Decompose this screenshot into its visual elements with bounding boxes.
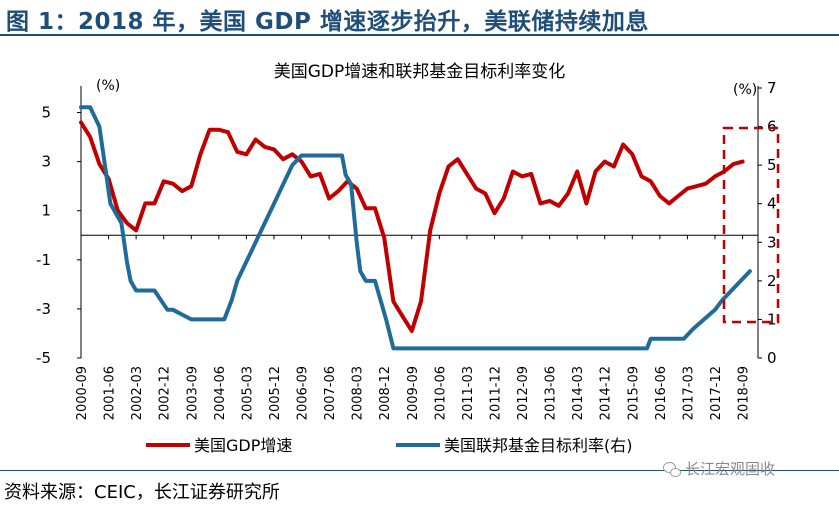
legend-label-fed-rate: 美国联邦基金目标利率(右) xyxy=(444,436,633,455)
x-axis-tick-label: 2007-06 xyxy=(323,366,338,420)
x-axis-tick-label: 2011-03 xyxy=(461,366,476,420)
x-axis-tick-label: 2004-06 xyxy=(213,366,228,420)
x-axis-tick-label: 2000-09 xyxy=(75,366,90,420)
x-axis-tick-label: 2005-12 xyxy=(268,366,283,420)
x-axis-tick-label: 2009-09 xyxy=(406,366,421,420)
left-axis-tick-label: 3 xyxy=(41,153,51,171)
left-axis-tick-label: -3 xyxy=(36,300,51,318)
figure-header: 图 1：2018 年，美国 GDP 增速逐步抬升，美联储持续加息 xyxy=(0,0,839,36)
watermark: 长江宏观固收 xyxy=(663,458,775,479)
x-axis-tick-label: 2005-03 xyxy=(240,366,255,420)
x-axis-tick-label: 2014-12 xyxy=(599,366,614,420)
left-axis-unit-label: (%) xyxy=(96,78,120,94)
left-axis-tick-label: 5 xyxy=(41,104,51,122)
x-axis-tick-label: 2016-06 xyxy=(654,366,669,420)
figure-title: 图 1：2018 年，美国 GDP 增速逐步抬升，美联储持续加息 xyxy=(6,9,649,35)
x-axis-tick-label: 2011-12 xyxy=(488,366,503,420)
left-axis-tick-label: -5 xyxy=(36,349,51,367)
right-axis-tick-label: 4 xyxy=(767,195,777,213)
highlight-box xyxy=(722,126,780,324)
x-axis-tick-label: 2013-06 xyxy=(544,366,559,420)
left-axis-tick-label: 1 xyxy=(41,202,51,220)
x-axis-tick-label: 2017-12 xyxy=(709,366,724,420)
wechat-icon xyxy=(663,460,681,478)
right-axis-tick-label: 0 xyxy=(767,349,777,367)
chart-title: 美国GDP增速和联邦基金目标利率变化 xyxy=(273,62,566,82)
source-note: 资料来源：CEIC，长江证券研究所 xyxy=(4,482,280,503)
gdp-growth-line xyxy=(79,120,745,333)
right-axis-tick-label: 1 xyxy=(767,310,777,328)
right-axis-tick-label: 6 xyxy=(767,118,777,136)
x-axis-tick-label: 2003-09 xyxy=(185,366,200,420)
right-axis-tick-label: 5 xyxy=(767,156,777,174)
watermark-label: 长江宏观固收 xyxy=(685,460,776,478)
x-axis-tick-label: 2002-03 xyxy=(130,366,145,420)
footer-divider xyxy=(0,470,839,471)
x-axis-tick-label: 2012-09 xyxy=(516,366,531,420)
legend-label-gdp: 美国GDP增速 xyxy=(194,436,292,455)
x-axis-tick-label: 2014-03 xyxy=(571,366,586,420)
x-axis-tick-label: 2008-12 xyxy=(378,366,393,420)
fed-funds-rate-line xyxy=(79,105,752,351)
right-axis-tick-label: 3 xyxy=(767,233,777,251)
x-axis-tick-label: 2008-03 xyxy=(351,366,366,420)
x-axis-tick-label: 2001-06 xyxy=(103,366,118,420)
x-axis-tick-label: 2018-09 xyxy=(737,366,752,420)
right-axis-tick-label: 2 xyxy=(767,272,777,290)
x-axis-tick-label: 2015-09 xyxy=(626,366,641,420)
right-axis-unit-label: (%) xyxy=(733,82,757,98)
x-axis-tick-label: 2006-09 xyxy=(296,366,311,420)
left-axis-tick-label: -1 xyxy=(36,251,51,269)
x-axis-tick-label: 2002-12 xyxy=(158,366,173,420)
x-axis-tick-label: 2010-06 xyxy=(433,366,448,420)
x-axis-tick-label: 2017-03 xyxy=(681,366,696,420)
right-axis-tick-label: 7 xyxy=(767,79,777,97)
chart-plot: 5 3 1 -1 -3 -5 (%) 7 6 5 4 3 2 1 0 (%) 2000-09 2001-06 200… xyxy=(36,78,780,455)
